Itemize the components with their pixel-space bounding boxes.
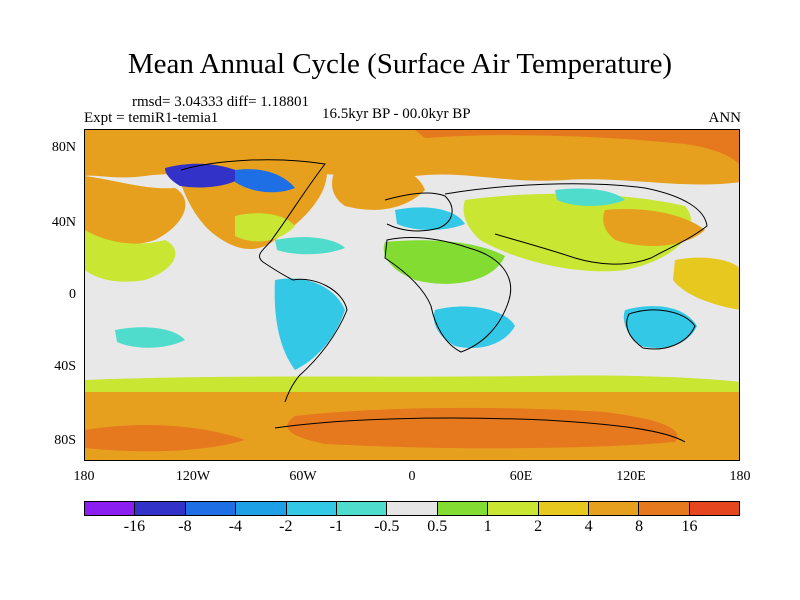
lon-label-180e: 180 xyxy=(729,469,751,484)
plot-title: Mean Annual Cycle (Surface Air Temperatu… xyxy=(127,48,673,80)
southern-ocean-green xyxy=(85,375,739,396)
laurentide-cool xyxy=(235,169,295,193)
colorbar-label: 16 xyxy=(681,518,698,535)
na-yellow xyxy=(235,213,295,242)
north-pacific-light xyxy=(85,230,176,282)
lat-label-40n: 40N xyxy=(51,215,76,230)
south-america-cool xyxy=(274,278,345,370)
colorbar-swatch xyxy=(689,502,740,515)
arctic-strong-warm-region xyxy=(415,130,739,165)
lat-label-40s: 40S xyxy=(54,359,76,374)
africa-green xyxy=(383,240,505,284)
atlantic-cool-patch xyxy=(275,237,345,255)
coastlines xyxy=(180,159,708,443)
colorbar-swatch xyxy=(286,502,337,515)
experiment-label: Expt = temiR1-temia1 xyxy=(84,110,219,126)
lat-label-0: 0 xyxy=(69,287,76,302)
colorbar-label: -2 xyxy=(279,518,293,535)
colorbar-swatch xyxy=(387,502,438,515)
colorbar-swatch xyxy=(437,502,489,515)
lon-label-120e: 120E xyxy=(616,469,646,484)
colorbar-label: -16 xyxy=(123,518,146,535)
colorbar-label: 1 xyxy=(483,518,492,535)
atlantic-warm xyxy=(332,164,425,210)
colorbar-label: 8 xyxy=(635,518,644,535)
rmsd-diff-stats: rmsd= 3.04333 diff= 1.18801 xyxy=(132,94,310,110)
colorbar-swatch xyxy=(185,502,237,515)
asia-orange xyxy=(603,208,705,246)
antarctica-strong-warm xyxy=(287,407,678,449)
temperature-difference-map xyxy=(84,129,740,461)
lon-label-0: 0 xyxy=(408,469,416,484)
colorbar-swatch xyxy=(135,502,186,515)
colorbar-label: -0.5 xyxy=(374,518,400,535)
europe-cool xyxy=(395,207,465,230)
lat-label-80s: 80S xyxy=(54,433,76,448)
colorbar-label: 4 xyxy=(584,518,593,535)
west-pacific-warm xyxy=(673,257,739,310)
colorbar-label: -1 xyxy=(329,518,343,535)
colorbar-swatch xyxy=(538,502,589,515)
lat-label-80n: 80N xyxy=(51,140,76,155)
laurentide-cold xyxy=(165,163,245,188)
colorbar-label: 0.5 xyxy=(427,518,448,535)
pacific-cool-patch xyxy=(115,327,185,348)
colorbar-swatch xyxy=(588,502,640,515)
colorbar-swatch xyxy=(639,502,690,515)
colorbar xyxy=(84,501,740,516)
antarctica-coast-warm xyxy=(85,425,245,452)
colorbar-swatch xyxy=(336,502,388,515)
lon-label-60w: 60W xyxy=(289,469,317,484)
lon-label-60e: 60E xyxy=(509,469,533,484)
colorbar-swatch xyxy=(488,502,539,515)
australia-cool xyxy=(623,306,697,348)
lon-label-120w: 120W xyxy=(175,469,211,484)
period-label: 16.5kyr BP - 00.0kyr BP xyxy=(322,106,471,122)
colorbar-label: 2 xyxy=(534,518,543,535)
colorbar-swatch xyxy=(85,502,136,515)
season-label: ANN xyxy=(708,110,742,126)
north-pacific-warm xyxy=(85,176,186,245)
colorbar-swatch xyxy=(236,502,287,515)
colorbar-label: -8 xyxy=(178,518,192,535)
tibet-cool xyxy=(555,188,625,206)
lon-label-180w: 180 xyxy=(73,469,95,484)
colorbar-label: -4 xyxy=(228,518,243,535)
southern-africa-cool xyxy=(433,306,515,348)
